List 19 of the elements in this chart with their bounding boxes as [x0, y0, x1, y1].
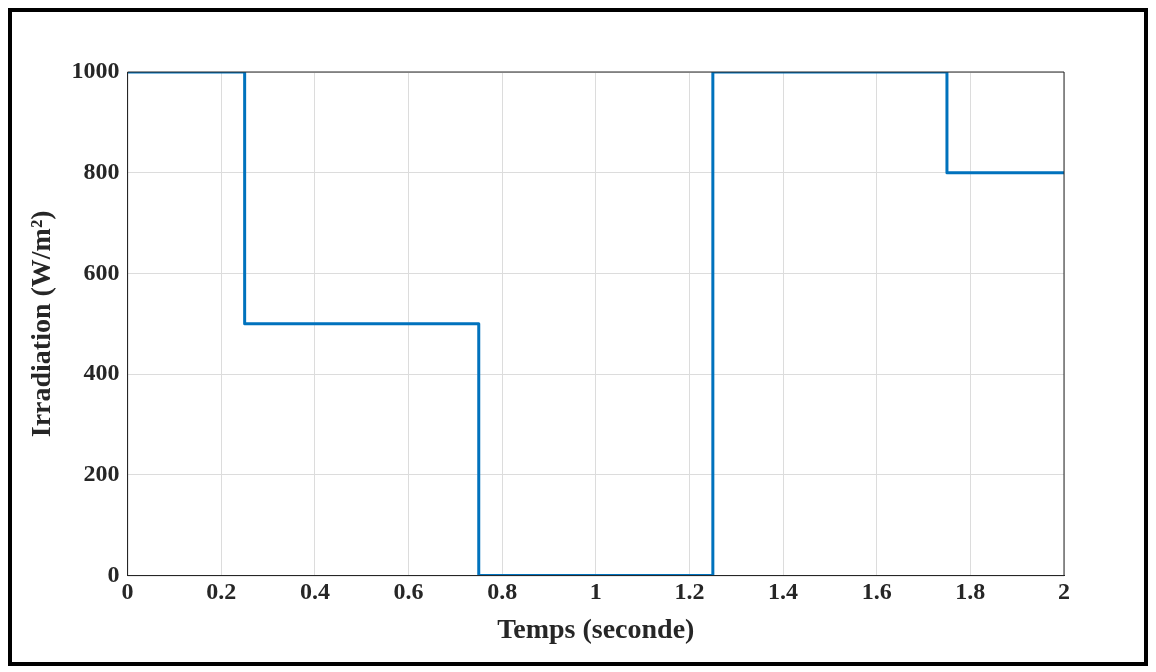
- x-tick-label: 2: [1058, 578, 1070, 605]
- x-tick-label: 0.2: [206, 578, 237, 605]
- x-tick-label: 0.8: [487, 578, 518, 605]
- x-tick-label: 1.8: [955, 578, 986, 605]
- x-tick-label: 1.4: [768, 578, 799, 605]
- frame-border: Temps (seconde) Irradiation (W/m²) 0 0.2 0.4 0.6 0.8 1 1.2 1.4 1.6 1.8 2 0 200 400 600 800 1000: [8, 8, 1148, 666]
- y-tick-label: 800: [83, 157, 120, 184]
- x-tick-label: 1: [589, 578, 602, 605]
- x-tick-label: 1.6: [861, 578, 892, 605]
- y-tick-label: 1000: [71, 57, 120, 84]
- x-tick-label: 1.2: [674, 578, 705, 605]
- y-tick-label: 200: [83, 460, 120, 487]
- x-axis-title: Temps (seconde): [497, 613, 695, 645]
- y-tick-label: 400: [83, 359, 120, 386]
- x-tick-label: 0.4: [299, 578, 330, 605]
- y-tick-label: 0: [107, 560, 120, 587]
- y-axis-title: Irradiation (W/m²): [25, 210, 57, 438]
- x-tick-label: 0.6: [393, 578, 424, 605]
- y-tick-label: 600: [83, 258, 120, 285]
